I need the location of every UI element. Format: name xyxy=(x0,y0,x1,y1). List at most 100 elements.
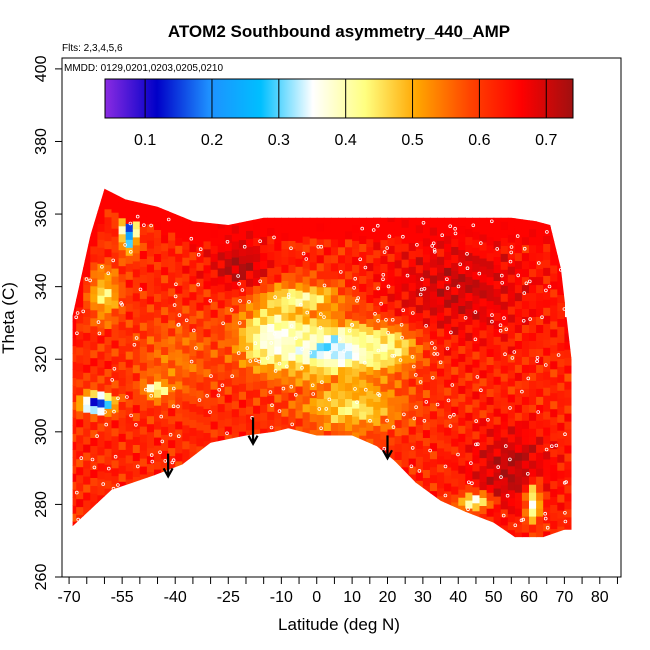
heatmap-cell xyxy=(444,347,452,356)
sample-point xyxy=(308,350,313,355)
heatmap-cell xyxy=(437,336,445,345)
heatmap-cell xyxy=(97,494,106,504)
heatmap-cell xyxy=(281,336,290,345)
heatmap-cell xyxy=(514,452,523,461)
heatmap-cell xyxy=(154,341,162,350)
heatmap-cell xyxy=(415,368,424,377)
heatmap-cell xyxy=(260,428,268,437)
heatmap-cell xyxy=(146,455,155,465)
heatmap-cell xyxy=(451,454,459,463)
heatmap-cell xyxy=(338,326,346,336)
heatmap-cell xyxy=(295,290,304,299)
heatmap-cell xyxy=(479,305,488,315)
heatmap-cell xyxy=(72,449,77,458)
heatmap-cell xyxy=(458,201,466,211)
heatmap-cell xyxy=(472,247,481,256)
heatmap-cell xyxy=(274,362,282,371)
heatmap-cell xyxy=(189,323,198,333)
heatmap-cell xyxy=(72,521,77,530)
heatmap-cell xyxy=(507,234,516,243)
heatmap-cell xyxy=(437,272,445,281)
heatmap-cell xyxy=(295,274,304,283)
heatmap-cell xyxy=(231,432,240,442)
heatmap-cell xyxy=(557,430,565,439)
heatmap-cell xyxy=(514,508,523,517)
heatmap-cell xyxy=(217,315,226,325)
heatmap-cell xyxy=(465,292,473,301)
heatmap-cell xyxy=(380,263,389,272)
arrow-head xyxy=(382,449,393,461)
heatmap-cell xyxy=(83,507,91,517)
heatmap-cell xyxy=(529,412,537,421)
heatmap-cell xyxy=(210,277,219,286)
heatmap-cell xyxy=(323,238,332,248)
heatmap-cell xyxy=(352,416,360,425)
heatmap-cell xyxy=(97,319,106,328)
heatmap-cell xyxy=(323,414,332,423)
heatmap-cell xyxy=(550,424,558,434)
heatmap-cell xyxy=(493,408,502,417)
heatmap-cell xyxy=(373,361,381,370)
heatmap-cell xyxy=(246,254,254,263)
heatmap-cell xyxy=(111,395,120,405)
heatmap-cell xyxy=(118,393,127,402)
heatmap-cell xyxy=(288,232,297,241)
heatmap-cell xyxy=(458,337,466,346)
heatmap-cell xyxy=(465,492,473,501)
heatmap-cell xyxy=(125,335,134,344)
heatmap-cell xyxy=(521,220,530,230)
sample-point xyxy=(96,320,101,324)
heatmap-cell xyxy=(451,262,459,271)
heatmap-cell xyxy=(210,261,219,270)
heatmap-cell xyxy=(522,540,530,549)
heatmap-cell xyxy=(224,410,233,419)
heatmap-cell xyxy=(345,294,353,304)
heatmap-cell xyxy=(288,200,297,210)
heatmap-cell xyxy=(323,206,332,216)
heatmap-cell xyxy=(521,444,530,453)
heatmap-cell xyxy=(387,237,396,246)
heatmap-cell xyxy=(401,434,410,444)
heatmap-cell xyxy=(72,297,77,307)
heatmap-cell xyxy=(550,512,558,521)
heatmap-cell xyxy=(451,222,459,232)
heatmap-cell xyxy=(408,450,417,459)
heatmap-cell xyxy=(132,356,141,366)
heatmap-cell xyxy=(437,415,445,425)
heatmap-cell xyxy=(231,312,240,322)
heatmap-cell xyxy=(493,224,502,234)
heatmap-cell xyxy=(260,308,268,317)
heatmap-cell xyxy=(302,331,311,341)
heatmap-cell xyxy=(500,277,509,286)
heatmap-cell xyxy=(189,443,198,452)
heatmap-cell xyxy=(479,457,488,467)
heatmap-cell xyxy=(521,396,530,405)
heatmap-cell xyxy=(231,225,240,234)
heatmap-cell xyxy=(104,336,113,345)
heatmap-cell xyxy=(437,375,445,385)
heatmap-cell xyxy=(550,264,558,274)
heatmap-cell xyxy=(90,285,98,295)
heatmap-cell xyxy=(302,307,311,317)
heatmap-cell xyxy=(118,313,127,323)
heatmap-cell xyxy=(543,211,551,220)
heatmap-cell xyxy=(295,433,304,443)
heatmap-cell xyxy=(281,408,290,417)
heatmap-cell xyxy=(111,196,120,205)
heatmap-cell xyxy=(132,276,141,286)
heatmap-cell xyxy=(444,371,452,380)
heatmap-cell xyxy=(111,387,120,397)
heatmap-cell xyxy=(536,428,544,437)
heatmap-cell xyxy=(536,348,544,357)
heatmap-cell xyxy=(132,412,141,422)
heatmap-cell xyxy=(295,369,304,379)
heatmap-cell xyxy=(260,276,268,285)
heatmap-cell xyxy=(373,433,381,442)
heatmap-cell xyxy=(529,436,537,445)
heatmap-cell xyxy=(76,410,84,420)
heatmap-cell xyxy=(302,244,311,253)
heatmap-cell xyxy=(182,313,190,322)
heatmap-cell xyxy=(408,306,417,315)
heatmap-cell xyxy=(72,505,77,514)
heatmap-cell xyxy=(380,359,389,368)
